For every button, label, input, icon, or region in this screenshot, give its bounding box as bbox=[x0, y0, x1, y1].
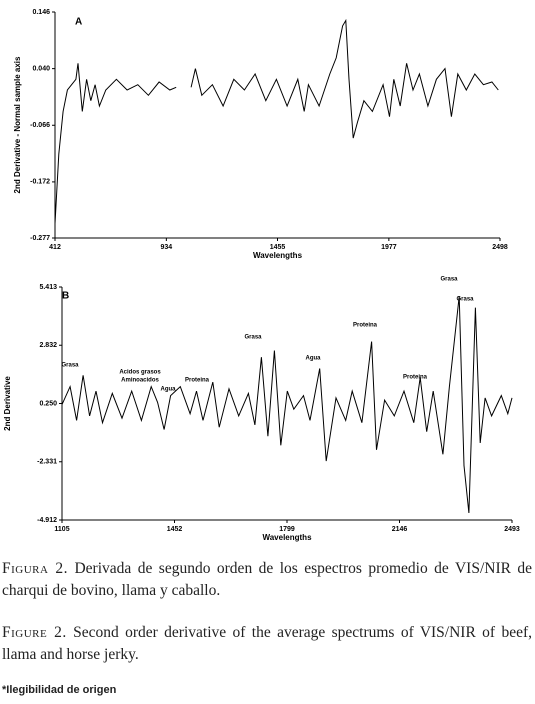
annotation: Proteina bbox=[403, 375, 428, 381]
y-tick-label: -0.277 bbox=[30, 235, 50, 242]
y-tick-label: 0.040 bbox=[32, 65, 50, 72]
panel-label: B bbox=[62, 291, 69, 302]
x-tick-label: 2498 bbox=[492, 244, 508, 251]
annotation: Agua bbox=[306, 356, 322, 362]
x-tick-label: 934 bbox=[161, 244, 173, 251]
x-tick-label: 1799 bbox=[279, 526, 295, 533]
x-tick-label: 2493 bbox=[504, 526, 520, 533]
annotation: Agua bbox=[161, 387, 177, 393]
annotation: Grasa bbox=[61, 363, 79, 369]
spectrum-line bbox=[61, 296, 513, 514]
y-tick-label: 5.413 bbox=[39, 284, 57, 291]
y-tick-label: -0.066 bbox=[30, 122, 50, 129]
annotation: Acidos grasos bbox=[119, 370, 161, 376]
y-axis-label: 2nd Derivative bbox=[3, 376, 12, 431]
y-tick-label: 0.146 bbox=[32, 9, 50, 16]
x-tick-label: 1455 bbox=[270, 244, 286, 251]
annotation: Proteina bbox=[353, 323, 378, 329]
caption-es: Figura 2. Derivada de segundo orden de l… bbox=[2, 558, 532, 602]
x-tick-label: 1452 bbox=[167, 526, 183, 533]
footnote: *Ilegibilidad de origen bbox=[2, 684, 117, 696]
x-tick-label: 1977 bbox=[381, 244, 397, 251]
annotation: Proteina bbox=[185, 378, 210, 384]
y-tick-label: -0.172 bbox=[30, 179, 50, 186]
x-tick-label: 1105 bbox=[54, 526, 69, 533]
panel-label: A bbox=[75, 17, 82, 28]
caption-label: Figura 2. bbox=[2, 560, 69, 577]
y-tick-label: -4.912 bbox=[37, 517, 57, 524]
caption-label: Figure 2. bbox=[2, 624, 67, 641]
figure: -0.277 -0.172 -0.066 0.040 0.146 412 934 1455 19… bbox=[3, 9, 520, 542]
caption-en: Figure 2. Second order derivative of the… bbox=[2, 622, 532, 666]
x-tick-label: 412 bbox=[49, 244, 61, 251]
y-axis-label: 2nd Derivative - Normal sample axis bbox=[13, 56, 22, 194]
annotation: Grasa bbox=[456, 297, 474, 303]
caption-text: Second order derivative of the average s… bbox=[2, 624, 532, 663]
caption-text: Derivada de segundo orden de los espectr… bbox=[2, 560, 533, 599]
annotation: Grasa bbox=[440, 277, 458, 283]
x-tick-label: 2146 bbox=[392, 526, 408, 533]
x-axis-label: Wavelengths bbox=[262, 533, 312, 542]
y-tick-label: 0.250 bbox=[39, 400, 57, 407]
y-tick-label: 2.832 bbox=[39, 342, 57, 349]
y-tick-label: -2.331 bbox=[37, 459, 57, 466]
x-axis-label: Wavelengths bbox=[253, 251, 303, 260]
annotation: Grasa bbox=[244, 335, 262, 341]
annotation: Aminoacidos bbox=[121, 378, 159, 384]
spectrum-line bbox=[54, 18, 499, 224]
